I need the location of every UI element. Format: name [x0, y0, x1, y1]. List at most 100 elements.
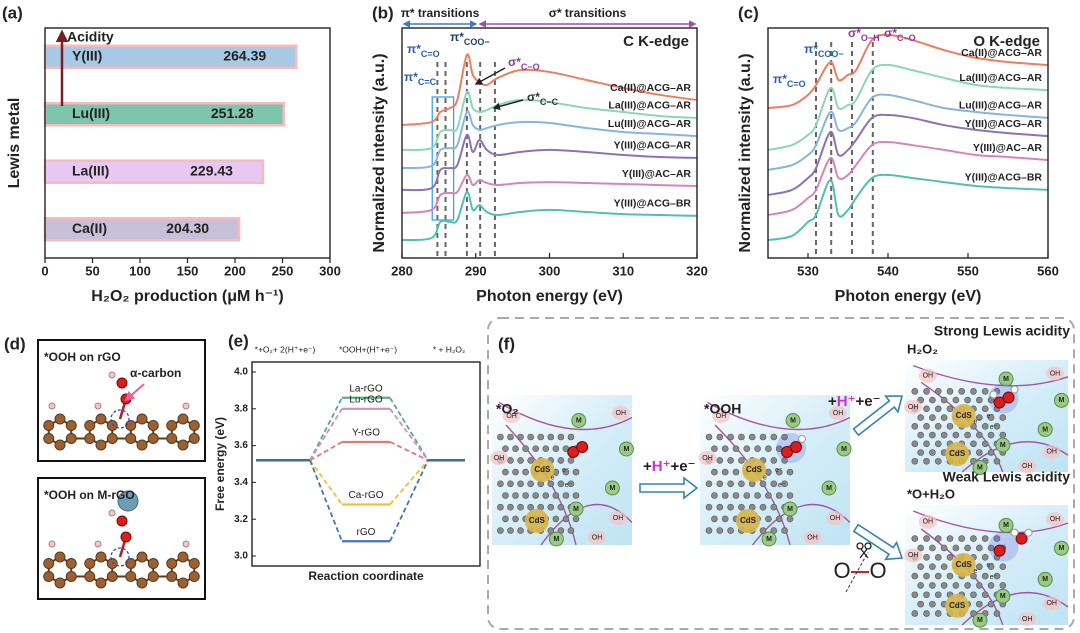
state-label: * + H₂O₂: [433, 344, 465, 354]
carbon-atom: [106, 571, 118, 582]
carbon-atom: [964, 431, 971, 439]
plot-frame: [401, 27, 698, 259]
carbon-atom: [923, 554, 930, 561]
carbon-atom: [177, 413, 189, 425]
electron-label: e⁻: [973, 418, 981, 425]
metal-site: [836, 441, 852, 457]
spectrum-line: [401, 133, 698, 192]
carbon-atom: [976, 582, 983, 589]
carbon-atom: [917, 600, 924, 608]
step-electron: +e⁻: [671, 458, 696, 475]
carbon-atom: [770, 457, 778, 464]
hydrogen-atom: [989, 390, 998, 399]
carbon-atom: [547, 527, 555, 534]
hydroxyl-group: [1018, 459, 1037, 474]
cds-particle: [945, 593, 970, 618]
hydroxyl-group: [918, 514, 937, 529]
carbon-atom: [562, 468, 570, 476]
metal-site: [571, 413, 587, 428]
carbon-atom: [527, 503, 534, 511]
peak-annotation: π*COO−: [804, 42, 844, 59]
carbon-atom: [987, 600, 995, 608]
peak-annotation: π*C=C: [404, 70, 437, 87]
peak-annotation: σ*C−C: [527, 90, 559, 107]
oxygen-atom: [790, 441, 802, 453]
hydrogen-atom: [1010, 528, 1019, 537]
carbon-atom: [964, 396, 971, 404]
panel-label: (f): [498, 334, 515, 353]
carbon-atom: [781, 527, 788, 534]
metal-label: M: [553, 536, 559, 543]
peak-annotation: σ*O−H: [848, 26, 880, 43]
level-connector: [309, 459, 343, 542]
cut-line: [845, 551, 869, 593]
metal-site: [1037, 421, 1053, 437]
carbon-atom: [929, 414, 936, 421]
oxygen-label: O: [833, 558, 850, 583]
carbon-atom: [547, 503, 555, 511]
series-label: La(III)@ACG–AR: [959, 72, 1042, 84]
value-label: 251.28: [211, 105, 254, 121]
outcome-product: H₂O₂: [907, 341, 938, 356]
carbon-atom: [911, 572, 919, 580]
hydroxyl-group: [904, 400, 923, 415]
carbon-atom: [946, 535, 954, 542]
carbon-atom: [987, 449, 995, 456]
carbon-atom: [981, 572, 989, 580]
hydroxyl-label: OH: [1046, 449, 1057, 456]
carbon-atom: [987, 582, 995, 589]
carbon-atom: [532, 445, 539, 453]
carbon-atom: [929, 431, 936, 439]
electron-label: e⁻: [973, 568, 981, 575]
hydrogen-atom: [108, 371, 116, 379]
level-connector: [389, 397, 429, 461]
carbon-atom: [987, 544, 995, 552]
carbon-atom: [775, 468, 783, 476]
metal-label: M: [841, 446, 847, 453]
carbon-atom: [754, 492, 761, 499]
oxygen-label: O: [869, 558, 886, 583]
x-tick-label: 200: [224, 263, 246, 278]
series-label: Y(III)@AC–AR: [622, 168, 692, 180]
carbon-atom: [572, 468, 580, 476]
carbon-atom: [147, 420, 159, 431]
carbon-atom: [547, 480, 555, 488]
peak-annotation: π*C=O: [773, 72, 806, 89]
carbon-atom: [970, 572, 977, 580]
x-axis-label: Photon energy (eV): [835, 288, 982, 305]
carbon-atom: [711, 515, 718, 523]
carbon-atom: [106, 420, 118, 431]
carbon-atom: [65, 571, 77, 582]
carbon-atom: [993, 457, 1001, 465]
carbon-atom: [502, 468, 509, 476]
pointer-arrow: [492, 99, 524, 111]
carbon-atom: [981, 423, 989, 430]
metal-label: M: [1000, 593, 1006, 600]
x-tick-label: 280: [391, 263, 413, 278]
hydroxyl-label: OH: [908, 552, 919, 559]
y-tick-label: 4.0: [234, 367, 248, 378]
series-label: Lu(III)@ACG–AR: [959, 100, 1043, 112]
peak-annotation-main: σ*: [884, 26, 897, 40]
level-label: Y-rGO: [352, 428, 380, 439]
carbon-atom: [188, 433, 200, 444]
transition-label: π* transitions: [401, 6, 480, 20]
carbon-atom: [929, 396, 936, 404]
hydroxyl-label: OH: [1050, 516, 1061, 523]
carbon-atom: [166, 433, 178, 444]
peak-annotation-main: π*: [407, 42, 421, 56]
carbon-atom: [84, 420, 96, 431]
metal-site: [604, 480, 620, 496]
carbon-atom: [147, 433, 159, 444]
level-label: Lu-rGO: [349, 394, 383, 405]
carbon-atom: [934, 535, 942, 542]
carbon-atom: [770, 480, 778, 488]
carbon-atom: [781, 480, 788, 488]
hydroxyl-label: OH: [702, 455, 713, 462]
metal-label: M: [766, 536, 772, 543]
level-connector: [309, 408, 343, 461]
carbon-atom: [95, 551, 107, 563]
carbon-atom: [721, 515, 729, 523]
carbon-atom: [84, 433, 96, 444]
carbon-atom: [54, 439, 66, 451]
